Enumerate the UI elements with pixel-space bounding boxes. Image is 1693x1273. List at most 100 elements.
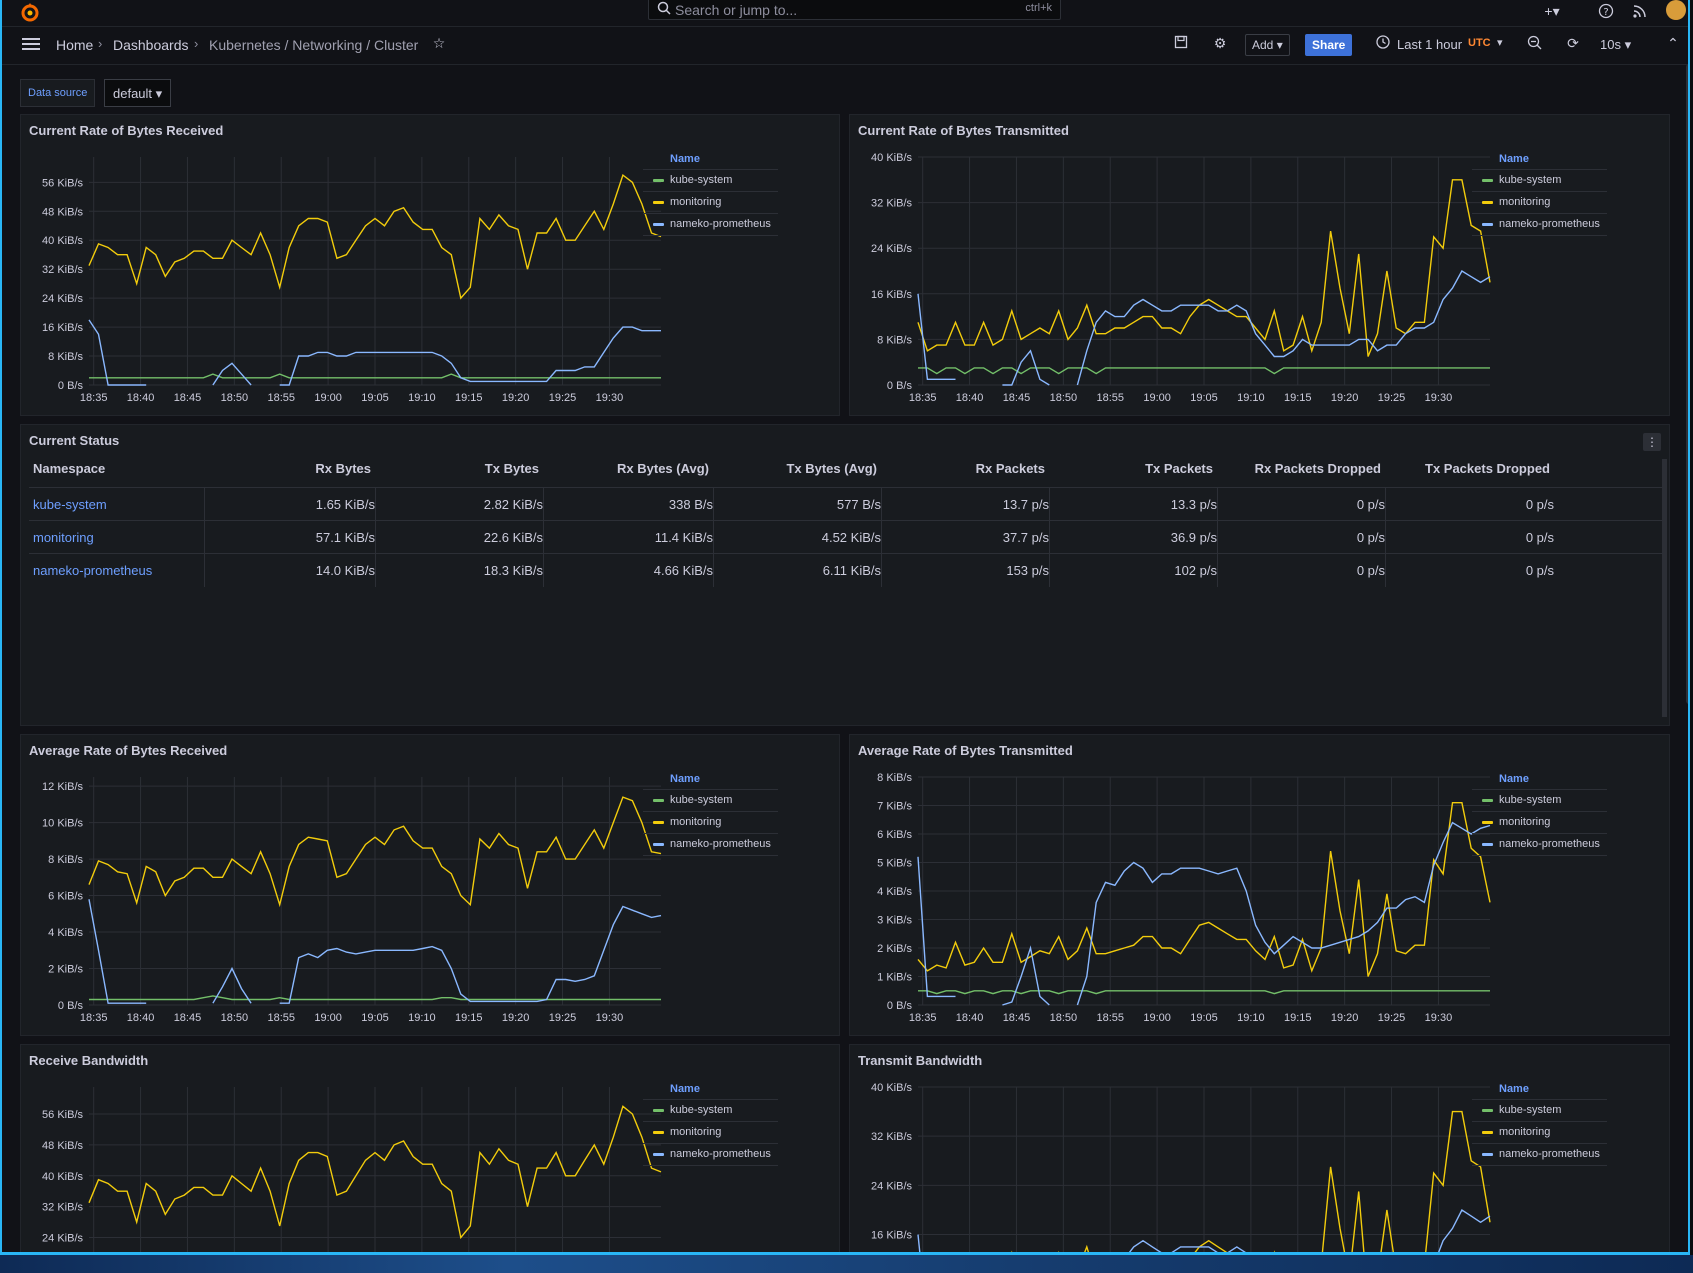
line-chart[interactable]: 24 KiB/s 32 KiB/s 40 KiB/s 48 KiB/s 56 KiB/s (21, 1045, 839, 1255)
legend-swatch (653, 179, 664, 182)
legend-item-monitoring[interactable]: monitoring (1472, 192, 1607, 214)
menu-icon[interactable] (22, 38, 40, 50)
panel-transmit-bandwidth[interactable]: Transmit Bandwidth 16 KiB/s 24 KiB/s 32 Ki… (849, 1044, 1670, 1255)
add-button[interactable]: Add ▾ (1245, 34, 1290, 56)
breadcrumb-dashboards[interactable]: Dashboards (113, 37, 189, 53)
series-line-monitoring[interactable] (88, 1105, 662, 1240)
column-header[interactable]: Rx Packets (975, 461, 1045, 476)
share-button[interactable]: Share (1305, 34, 1353, 56)
series-line-kube-system[interactable] (918, 367, 1490, 375)
refresh-icon[interactable]: ⟳ (1567, 35, 1579, 51)
column-header[interactable]: Namespace (33, 461, 106, 476)
table-scrollbar[interactable] (1662, 459, 1667, 717)
column-header[interactable]: Tx Bytes (Avg) (786, 461, 877, 476)
refresh-interval-picker[interactable]: 10s ▾ (1600, 37, 1632, 52)
column-header[interactable]: Rx Bytes (Avg) (617, 461, 709, 476)
series-line-monitoring[interactable] (917, 179, 1491, 357)
namespace-link[interactable]: nameko-prometheus (33, 563, 153, 578)
table-cell: 13.3 p/s (1170, 497, 1217, 512)
x-tick-label: 18:40 (127, 392, 155, 404)
x-tick-label: 19:20 (502, 1012, 530, 1024)
clock-icon[interactable] (1373, 35, 1393, 55)
series-line-nameko-prometheus[interactable] (917, 1208, 1491, 1255)
column-header[interactable]: Tx Packets Dropped (1425, 461, 1550, 476)
chevron-up-icon[interactable]: ⌃ (1667, 35, 1679, 51)
panel-bytes-transmitted[interactable]: Current Rate of Bytes Transmitted 0 B/s 8… (849, 114, 1670, 416)
legend-item-nameko-prometheus[interactable]: nameko-prometheus (643, 834, 778, 856)
column-header[interactable]: Tx Bytes (484, 461, 539, 476)
y-tick-label: 0 B/s (58, 1000, 84, 1012)
series-line-kube-system[interactable] (918, 990, 1490, 995)
time-range-picker[interactable]: Last 1 hour (1397, 37, 1463, 52)
line-chart[interactable]: 16 KiB/s 24 KiB/s 32 KiB/s 40 KiB/s (850, 1045, 1669, 1255)
grafana-logo-icon[interactable] (19, 1, 41, 23)
help-icon[interactable]: ? (1596, 3, 1616, 23)
legend-item-monitoring[interactable]: monitoring (643, 812, 778, 834)
legend-header[interactable]: Name (1472, 1083, 1607, 1100)
panel-bytes-received[interactable]: Current Rate of Bytes Received 0 B/s 8 Ki… (20, 114, 840, 416)
series-line-monitoring[interactable] (88, 796, 662, 908)
column-header[interactable]: Rx Packets Dropped (1254, 461, 1381, 476)
legend-item-kube-system[interactable]: kube-system (1472, 790, 1607, 812)
legend-item-nameko-prometheus[interactable]: nameko-prometheus (643, 214, 778, 236)
legend-item-monitoring[interactable]: monitoring (1472, 812, 1607, 834)
legend-item-monitoring[interactable]: monitoring (643, 192, 778, 214)
save-icon[interactable] (1171, 35, 1191, 55)
search-box[interactable]: Search or jump to... ctrl+k (648, 0, 1061, 20)
legend-item-kube-system[interactable]: kube-system (1472, 1100, 1607, 1122)
legend-item-kube-system[interactable]: kube-system (643, 1100, 778, 1122)
series-line-nameko-prometheus[interactable] (88, 319, 661, 386)
y-tick-label: 4 KiB/s (877, 886, 912, 898)
y-tick-label: 8 KiB/s (48, 351, 83, 363)
legend-item-kube-system[interactable]: kube-system (1472, 170, 1607, 192)
datasource-variable-select[interactable]: default ▾ (104, 79, 172, 107)
legend-item-kube-system[interactable]: kube-system (643, 170, 778, 192)
legend-header[interactable]: Name (643, 1083, 778, 1100)
legend-item-monitoring[interactable]: monitoring (643, 1122, 778, 1144)
panel-avg-bytes-received[interactable]: Average Rate of Bytes Received 0 B/s 2 Ki… (20, 734, 840, 1036)
line-chart[interactable]: 0 B/s 1 KiB/s 2 KiB/s 3 KiB/s 4 KiB/s 5 KiB/s… (850, 735, 1669, 1035)
line-chart[interactable]: 0 B/s 2 KiB/s 4 KiB/s 6 KiB/s 8 KiB/s 10 KiB/… (21, 735, 839, 1035)
legend-item-kube-system[interactable]: kube-system (643, 790, 778, 812)
user-avatar[interactable] (1666, 0, 1686, 20)
line-chart[interactable]: 0 B/s 8 KiB/s 16 KiB/s 24 KiB/s 32 KiB/s 40 K… (21, 115, 839, 415)
panel-current-status[interactable]: Current Status ⋮ Namespace Rx Bytes Tx Byt… (20, 424, 1670, 726)
legend-item-nameko-prometheus[interactable]: nameko-prometheus (643, 1144, 778, 1166)
series-line-monitoring[interactable] (917, 802, 1491, 977)
chevron-down-icon[interactable]: ▾ (1497, 37, 1503, 49)
refresh-interval-value: 10s (1600, 37, 1621, 52)
namespace-link[interactable]: monitoring (33, 530, 94, 545)
page-scrollbar[interactable] (1686, 64, 1688, 704)
line-chart[interactable]: 0 B/s 8 KiB/s 16 KiB/s 24 KiB/s 32 KiB/s 40 K… (850, 115, 1669, 415)
series-line-nameko-prometheus[interactable] (88, 899, 662, 1004)
zoom-out-icon[interactable] (1524, 35, 1544, 55)
panel-menu-icon[interactable]: ⋮ (1643, 433, 1661, 451)
legend-item-nameko-prometheus[interactable]: nameko-prometheus (1472, 214, 1607, 236)
legend-item-monitoring[interactable]: monitoring (1472, 1122, 1607, 1144)
panel-avg-bytes-transmitted[interactable]: Average Rate of Bytes Transmitted 0 B/s 1… (849, 734, 1670, 1036)
settings-gear-icon[interactable]: ⚙ (1213, 35, 1227, 51)
namespace-link[interactable]: kube-system (33, 497, 107, 512)
legend-header[interactable]: Name (1472, 773, 1607, 790)
series-line-monitoring[interactable] (918, 1110, 1491, 1255)
rss-news-icon[interactable] (1630, 3, 1650, 23)
legend-header[interactable]: Name (643, 153, 778, 170)
legend-item-nameko-prometheus[interactable]: nameko-prometheus (1472, 1144, 1607, 1166)
legend-item-nameko-prometheus[interactable]: nameko-prometheus (1472, 834, 1607, 856)
panel-receive-bandwidth[interactable]: Receive Bandwidth 24 KiB/s 32 KiB/s 40 KiB… (20, 1044, 840, 1255)
series-line-monitoring[interactable] (88, 173, 662, 300)
panel-title: Transmit Bandwidth (858, 1053, 983, 1068)
plus-icon[interactable]: +▾ (1544, 3, 1560, 19)
desktop-taskbar-strip (0, 1255, 1693, 1273)
legend-header[interactable]: Name (643, 773, 778, 790)
series-line-kube-system[interactable] (89, 995, 661, 1001)
star-icon[interactable]: ☆ (432, 35, 446, 51)
y-tick-label: 24 KiB/s (871, 243, 912, 255)
breadcrumb-home[interactable]: Home (56, 37, 94, 53)
column-header[interactable]: Tx Packets (1145, 461, 1213, 476)
legend-header[interactable]: Name (1472, 153, 1607, 170)
series-line-kube-system[interactable] (89, 373, 661, 379)
column-header[interactable]: Rx Bytes (315, 461, 371, 476)
series-line-nameko-prometheus[interactable] (917, 270, 1491, 386)
series-line-nameko-prometheus[interactable] (917, 821, 1491, 1006)
